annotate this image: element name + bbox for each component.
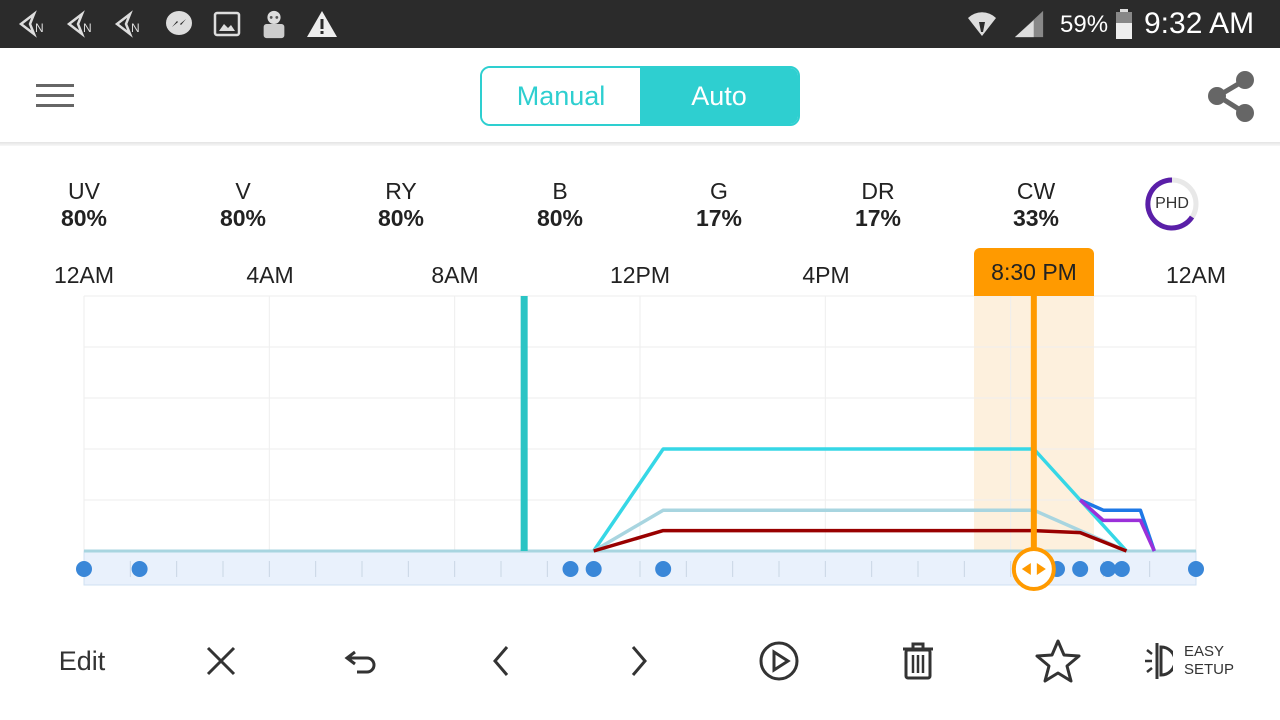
signal-icon xyxy=(1013,8,1045,40)
chevron-right-icon[interactable] xyxy=(614,632,664,690)
share-icon[interactable] xyxy=(1204,68,1260,126)
channel-cw[interactable]: CW 33% xyxy=(986,178,1086,232)
keyframe-point[interactable] xyxy=(1099,561,1116,577)
time-cursor-line[interactable] xyxy=(1030,296,1037,568)
time-cursor-handle[interactable] xyxy=(1011,547,1056,591)
status-bar: N N N 59% 9:32 AM xyxy=(0,0,1280,48)
manual-mode-button[interactable]: Manual xyxy=(482,68,640,124)
series-line-4 xyxy=(1079,498,1156,552)
keyframe-point[interactable] xyxy=(1188,561,1204,577)
series-line-5 xyxy=(1079,498,1156,552)
warning-icon xyxy=(306,8,338,40)
close-icon[interactable] xyxy=(196,632,246,690)
keyframe-point[interactable] xyxy=(585,561,602,577)
channel-value: 17% xyxy=(695,205,743,231)
notify-c-icon: N xyxy=(114,8,146,40)
app-bar-divider xyxy=(0,142,1280,146)
notify-b-icon: N xyxy=(66,8,98,40)
channel-value: 80% xyxy=(219,205,267,231)
trash-icon[interactable] xyxy=(893,632,943,690)
keyframe-point[interactable] xyxy=(655,561,672,577)
channel-name: B xyxy=(552,178,568,204)
battery-icon xyxy=(1108,8,1140,40)
channel-name: G xyxy=(710,178,728,204)
keyframe-point[interactable] xyxy=(562,561,579,577)
time-label-12am-end: 12AM xyxy=(1165,262,1227,288)
clock-time: 9:32 AM xyxy=(1144,7,1255,40)
svg-text:N: N xyxy=(83,21,92,35)
svg-text:N: N xyxy=(35,21,44,35)
keyframe-point[interactable] xyxy=(76,561,92,577)
time-label-12am: 12AM xyxy=(53,262,115,288)
channel-name: CW xyxy=(1016,178,1056,204)
current-time-marker xyxy=(520,296,528,551)
play-icon[interactable] xyxy=(754,632,804,690)
cursor-time-badge[interactable]: 8:30 PM xyxy=(974,248,1094,296)
star-icon[interactable] xyxy=(1032,632,1084,690)
battery-percent: 59% xyxy=(1060,11,1109,38)
wifi-icon xyxy=(966,8,998,40)
phd-label: PHD xyxy=(1155,195,1189,212)
channel-b[interactable]: B 80% xyxy=(510,178,610,232)
channel-dr[interactable]: DR 17% xyxy=(828,178,928,232)
keyframe-point[interactable] xyxy=(1113,561,1130,577)
keyframe-point[interactable] xyxy=(1072,561,1089,577)
hamburger-menu-icon[interactable] xyxy=(36,80,76,110)
easy-setup-line2: SETUP xyxy=(1184,661,1235,678)
channel-g[interactable]: G 17% xyxy=(669,178,769,232)
channel-name: UV xyxy=(68,178,100,204)
channel-ry[interactable]: RY 80% xyxy=(351,178,451,232)
time-label-4pm: 4PM xyxy=(802,262,850,288)
time-label-4am: 4AM xyxy=(246,262,294,288)
easy-setup-button[interactable]: EASY SETUP xyxy=(1184,643,1234,679)
channel-uv[interactable]: UV 80% xyxy=(34,178,134,232)
channel-value: 17% xyxy=(854,205,902,231)
channel-name: RY xyxy=(385,178,417,204)
auto-mode-button[interactable]: Auto xyxy=(640,68,798,124)
undo-icon[interactable] xyxy=(336,632,386,690)
channel-value: 33% xyxy=(1012,205,1060,231)
svg-text:N: N xyxy=(131,21,140,35)
avatar-app-icon xyxy=(258,8,290,40)
edit-button[interactable]: Edit xyxy=(58,645,106,676)
time-label-12pm: 12PM xyxy=(609,262,671,288)
channel-v[interactable]: V 80% xyxy=(193,178,293,232)
notify-a-icon: N xyxy=(18,8,50,40)
channel-name: DR xyxy=(861,178,895,204)
easy-setup-icon[interactable] xyxy=(1140,632,1176,690)
gallery-icon xyxy=(211,8,243,40)
time-label-8am: 8AM xyxy=(431,262,479,288)
easy-setup-line1: EASY xyxy=(1184,643,1225,660)
channel-value: 80% xyxy=(60,205,108,231)
channel-value: 80% xyxy=(377,205,425,231)
messenger-icon xyxy=(163,8,195,40)
keyframe-point[interactable] xyxy=(131,561,148,577)
phd-button[interactable]: PHD xyxy=(1144,176,1200,232)
channel-name: V xyxy=(235,178,251,204)
mode-toggle: Manual Auto xyxy=(480,66,800,126)
chevron-left-icon[interactable] xyxy=(476,632,526,690)
channel-value: 80% xyxy=(536,205,584,231)
